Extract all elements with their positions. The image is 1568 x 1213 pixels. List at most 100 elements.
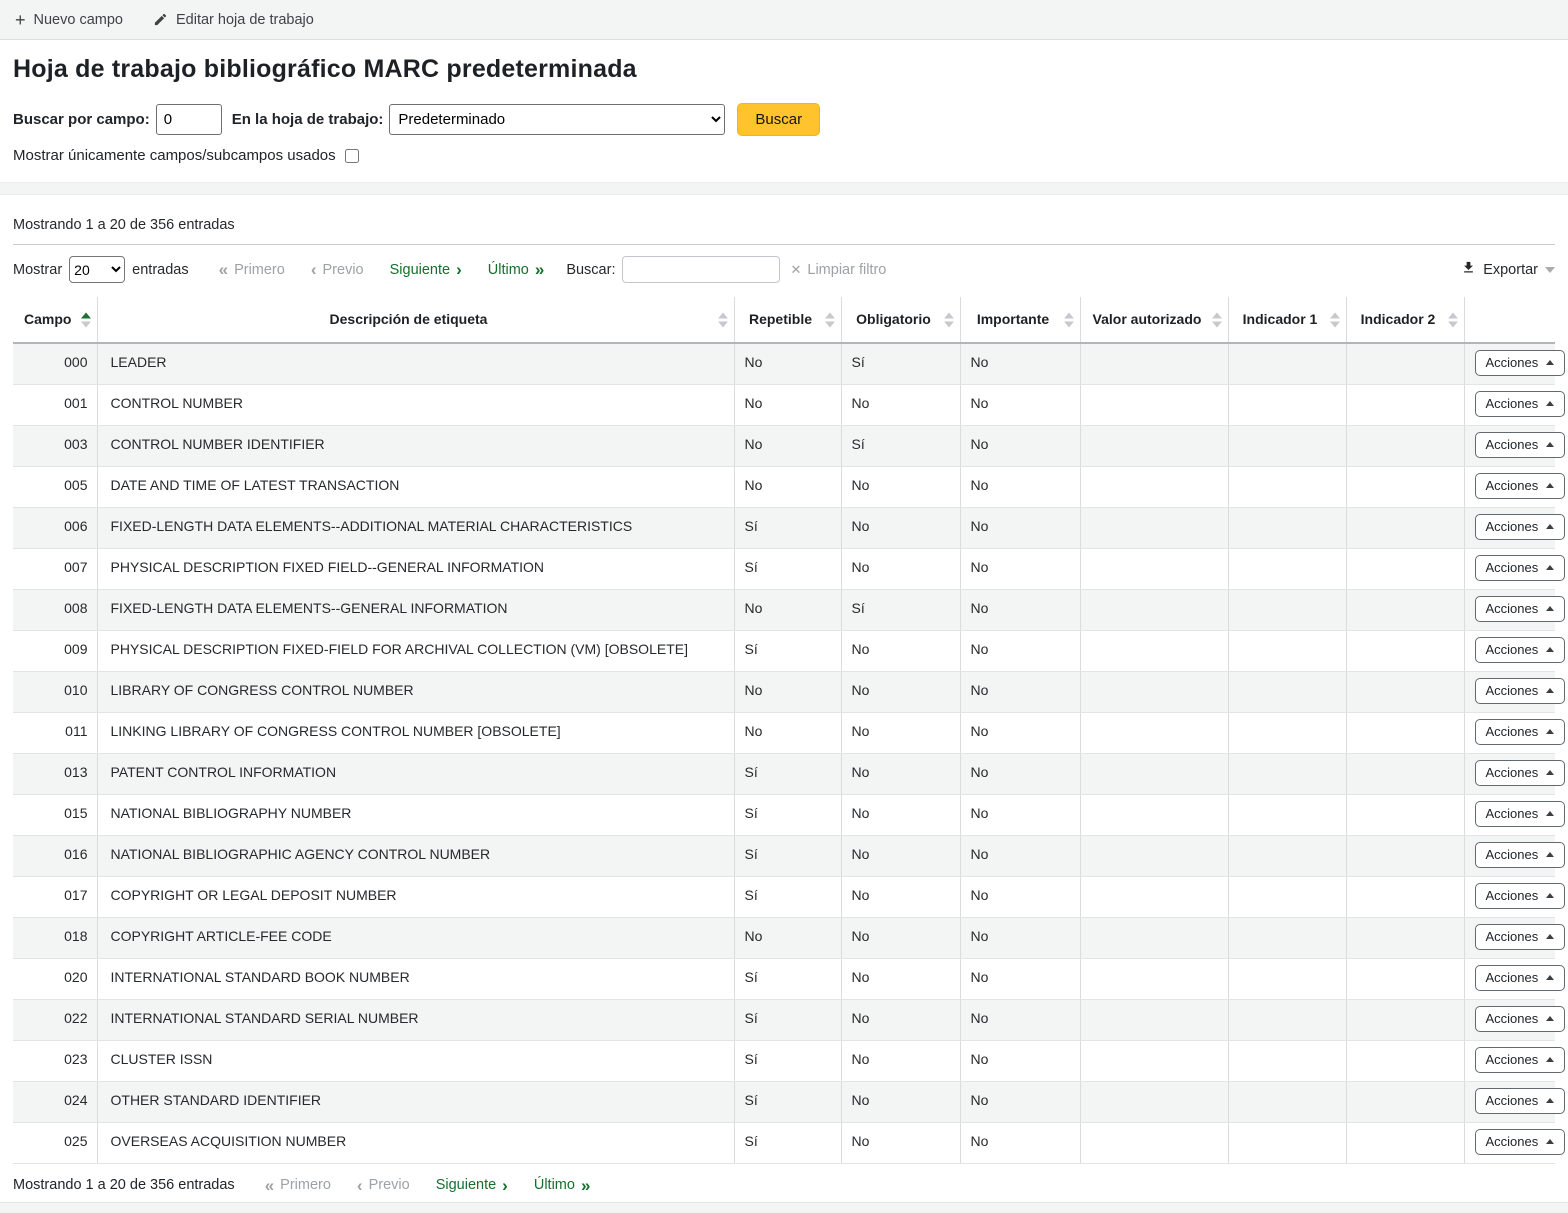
- actions-button[interactable]: Acciones: [1475, 432, 1566, 458]
- table-row: 007PHYSICAL DESCRIPTION FIXED FIELD--GEN…: [13, 548, 1555, 589]
- cell-importante: No: [960, 1040, 1080, 1081]
- cell-indicador1: [1228, 630, 1346, 671]
- cell-indicador2: [1346, 425, 1464, 466]
- caret-up-icon: [1546, 1098, 1554, 1103]
- actions-button[interactable]: Acciones: [1475, 555, 1566, 581]
- cell-repetible: No: [734, 425, 841, 466]
- next-page-button[interactable]: Siguiente ›: [390, 261, 462, 278]
- framework-select[interactable]: Predeterminado: [389, 104, 725, 135]
- column-header-indicador-2[interactable]: Indicador 2: [1346, 297, 1464, 343]
- cell-valor_autorizado: [1080, 753, 1228, 794]
- chevron-double-left-icon: «: [219, 261, 228, 278]
- cell-descripcion: CONTROL NUMBER IDENTIFIER: [97, 425, 734, 466]
- cell-indicador2: [1346, 466, 1464, 507]
- field-search-input[interactable]: [156, 104, 222, 135]
- sort-icon: [1064, 312, 1074, 327]
- clear-filter-button[interactable]: ✕ Limpiar filtro: [790, 262, 886, 278]
- caret-up-icon: [1546, 852, 1554, 857]
- caret-up-icon: [1546, 934, 1554, 939]
- edit-framework-button[interactable]: Editar hoja de trabajo: [153, 12, 314, 28]
- first-page-button-bottom[interactable]: « Primero: [265, 1177, 331, 1194]
- cell-indicador1: [1228, 671, 1346, 712]
- cell-valor_autorizado: [1080, 507, 1228, 548]
- cell-importante: No: [960, 958, 1080, 999]
- cell-indicador1: [1228, 1081, 1346, 1122]
- cell-valor_autorizado: [1080, 343, 1228, 384]
- cell-repetible: Sí: [734, 630, 841, 671]
- framework-table-body: 000LEADERNoSíNoAcciones001CONTROL NUMBER…: [13, 343, 1555, 1163]
- actions-button[interactable]: Acciones: [1475, 801, 1566, 827]
- previous-page-button-bottom[interactable]: ‹ Previo: [357, 1177, 410, 1194]
- cell-repetible: No: [734, 466, 841, 507]
- cell-actions: Acciones: [1464, 835, 1555, 876]
- actions-button[interactable]: Acciones: [1475, 391, 1566, 417]
- previous-page-button[interactable]: ‹ Previo: [311, 261, 364, 278]
- search-submit-button[interactable]: Buscar: [737, 103, 820, 136]
- show-used-checkbox[interactable]: [345, 149, 359, 163]
- cell-obligatorio: No: [841, 712, 960, 753]
- table-row: 024OTHER STANDARD IDENTIFIERSíNoNoAccion…: [13, 1081, 1555, 1122]
- actions-button[interactable]: Acciones: [1475, 1129, 1566, 1155]
- actions-button[interactable]: Acciones: [1475, 1047, 1566, 1073]
- page-length-select[interactable]: 20: [69, 256, 125, 283]
- actions-button[interactable]: Acciones: [1475, 1088, 1566, 1114]
- sort-icon: [718, 312, 728, 327]
- caret-up-icon: [1546, 893, 1554, 898]
- cell-campo: 006: [13, 507, 97, 548]
- sort-icon: [825, 312, 835, 327]
- first-page-button[interactable]: « Primero: [219, 261, 285, 278]
- table-row: 001CONTROL NUMBERNoNoNoAcciones: [13, 384, 1555, 425]
- actions-button[interactable]: Acciones: [1475, 965, 1566, 991]
- cell-descripcion: CONTROL NUMBER: [97, 384, 734, 425]
- cell-obligatorio: No: [841, 1122, 960, 1163]
- cell-importante: No: [960, 589, 1080, 630]
- chevron-double-right-icon: »: [535, 261, 544, 278]
- actions-button[interactable]: Acciones: [1475, 637, 1566, 663]
- cell-obligatorio: No: [841, 835, 960, 876]
- cell-obligatorio: No: [841, 753, 960, 794]
- caret-up-icon: [1546, 729, 1554, 734]
- column-header-campo[interactable]: Campo: [13, 297, 97, 343]
- cell-valor_autorizado: [1080, 917, 1228, 958]
- cell-actions: Acciones: [1464, 999, 1555, 1040]
- sort-icon: [944, 312, 954, 327]
- actions-button[interactable]: Acciones: [1475, 1006, 1566, 1032]
- table-search-input[interactable]: [622, 256, 780, 283]
- cell-indicador2: [1346, 548, 1464, 589]
- table-header-row: Campo Descripción de etiqueta Repetible …: [13, 297, 1555, 343]
- cell-obligatorio: No: [841, 958, 960, 999]
- cell-actions: Acciones: [1464, 425, 1555, 466]
- actions-button[interactable]: Acciones: [1475, 842, 1566, 868]
- actions-button[interactable]: Acciones: [1475, 719, 1566, 745]
- column-header-importante[interactable]: Importante: [960, 297, 1080, 343]
- cell-actions: Acciones: [1464, 384, 1555, 425]
- cell-campo: 025: [13, 1122, 97, 1163]
- actions-button[interactable]: Acciones: [1475, 678, 1566, 704]
- cell-valor_autorizado: [1080, 671, 1228, 712]
- actions-button[interactable]: Acciones: [1475, 596, 1566, 622]
- new-field-button[interactable]: + Nuevo campo: [15, 11, 123, 29]
- column-header-valor-autorizado[interactable]: Valor autorizado: [1080, 297, 1228, 343]
- cell-repetible: No: [734, 671, 841, 712]
- cell-campo: 024: [13, 1081, 97, 1122]
- cell-indicador2: [1346, 1081, 1464, 1122]
- export-button[interactable]: Exportar: [1461, 260, 1555, 279]
- actions-button[interactable]: Acciones: [1475, 350, 1566, 376]
- actions-button[interactable]: Acciones: [1475, 924, 1566, 950]
- actions-button[interactable]: Acciones: [1475, 473, 1566, 499]
- column-header-indicador-1[interactable]: Indicador 1: [1228, 297, 1346, 343]
- last-page-button[interactable]: Último »: [488, 261, 545, 278]
- actions-button[interactable]: Acciones: [1475, 514, 1566, 540]
- actions-button[interactable]: Acciones: [1475, 883, 1566, 909]
- cell-valor_autorizado: [1080, 1081, 1228, 1122]
- last-page-button-bottom[interactable]: Último »: [534, 1177, 591, 1194]
- cell-indicador1: [1228, 466, 1346, 507]
- cell-repetible: No: [734, 589, 841, 630]
- cell-importante: No: [960, 999, 1080, 1040]
- cell-actions: Acciones: [1464, 507, 1555, 548]
- next-page-button-bottom[interactable]: Siguiente ›: [436, 1177, 508, 1194]
- column-header-descripcion[interactable]: Descripción de etiqueta: [97, 297, 734, 343]
- column-header-obligatorio[interactable]: Obligatorio: [841, 297, 960, 343]
- column-header-repetible[interactable]: Repetible: [734, 297, 841, 343]
- actions-button[interactable]: Acciones: [1475, 760, 1566, 786]
